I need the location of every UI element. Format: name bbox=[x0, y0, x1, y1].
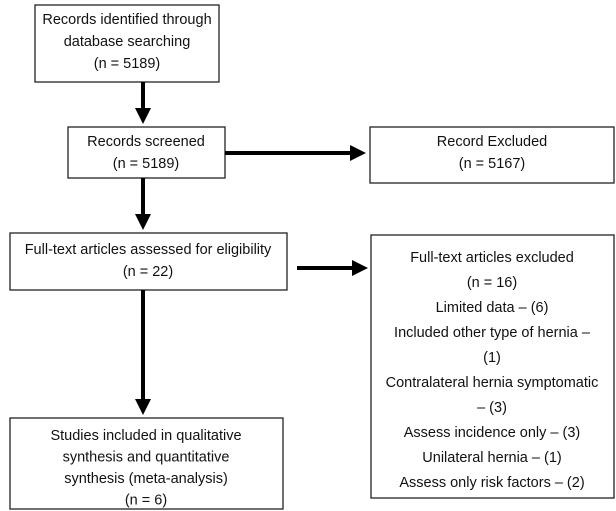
node-box bbox=[9, 232, 288, 291]
node-text: (n = 6) bbox=[125, 492, 167, 508]
node-text: (1) bbox=[483, 350, 501, 366]
node-text: Included other type of hernia – bbox=[394, 325, 591, 341]
node-text: Contralateral hernia symptomatic bbox=[386, 375, 599, 391]
node-text: (n = 22) bbox=[123, 264, 173, 280]
node-box bbox=[67, 126, 226, 179]
node-box bbox=[34, 4, 220, 83]
node-text: (n = 5189) bbox=[94, 56, 161, 72]
node-text: Assess only risk factors – (2) bbox=[399, 475, 584, 491]
node-text: (n = 5167) bbox=[459, 156, 526, 172]
node-text: Full-text articles excluded bbox=[410, 250, 574, 266]
node-text: (n = 5189) bbox=[113, 156, 180, 172]
node-box bbox=[369, 126, 615, 184]
node-text: Limited data – (6) bbox=[436, 300, 549, 316]
node-text: (n = 16) bbox=[467, 275, 517, 291]
node-text: synthesis and quantitative bbox=[63, 449, 230, 465]
node-box bbox=[370, 234, 615, 499]
node-text: Studies included in qualitative bbox=[50, 428, 241, 444]
node-text: Unilateral hernia – (1) bbox=[422, 450, 561, 466]
node-box bbox=[9, 417, 284, 510]
node-text: Records screened bbox=[87, 134, 205, 150]
node-text: Assess incidence only – (3) bbox=[404, 425, 581, 441]
node-text: Record Excluded bbox=[437, 134, 547, 150]
node-text: Records identified through bbox=[42, 12, 211, 28]
node-text: – (3) bbox=[477, 400, 507, 416]
node-text: Full-text articles assessed for eligibil… bbox=[25, 242, 272, 258]
node-text: synthesis (meta-analysis) bbox=[64, 471, 228, 487]
node-text: database searching bbox=[64, 34, 191, 50]
